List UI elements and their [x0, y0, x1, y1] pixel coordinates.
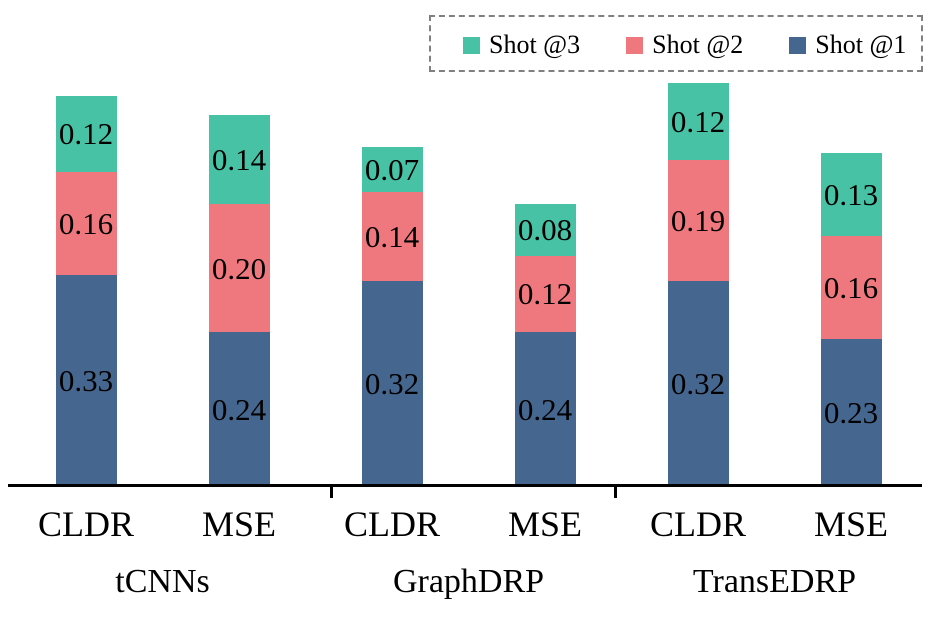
- bar: 0.12 0.19 0.32: [667, 82, 729, 486]
- bar-value-label: 0.14: [211, 142, 267, 178]
- bar-value-label: 0.08: [517, 212, 573, 248]
- bar-segment-shot2: 0.16: [55, 172, 117, 275]
- legend-item-shot2: Shot @2: [626, 32, 743, 58]
- bar: 0.08 0.12 0.24: [514, 204, 576, 486]
- bar-value-label: 0.23: [823, 394, 879, 430]
- bar-value-label: 0.32: [670, 366, 726, 402]
- group-label: tCNNs: [115, 563, 210, 600]
- bar-value-label: 0.12: [670, 103, 726, 139]
- x-tick-label: MSE: [507, 504, 583, 544]
- bar-segment-shot1: 0.33: [55, 274, 117, 486]
- bar-value-label: 0.33: [58, 362, 114, 398]
- bar: 0.07 0.14 0.32: [361, 146, 423, 486]
- bar-segment-shot3: 0.14: [208, 114, 270, 205]
- x-tick-label: MSE: [813, 504, 889, 544]
- legend: Shot @3 Shot @2 Shot @1: [429, 15, 923, 72]
- bar-segment-shot2: 0.12: [514, 255, 576, 333]
- bar-segment-shot3: 0.12: [55, 95, 117, 173]
- bar-segment-shot1: 0.24: [514, 332, 576, 486]
- bar-segment-shot3: 0.07: [361, 146, 423, 192]
- axis-tick: [330, 487, 333, 498]
- legend-label-shot1: Shot @1: [815, 30, 907, 59]
- bar-value-label: 0.20: [211, 250, 267, 286]
- bar-value-label: 0.19: [670, 202, 726, 238]
- x-tick-label: MSE: [201, 504, 277, 544]
- bar-segment-shot2: 0.20: [208, 204, 270, 333]
- bar-value-label: 0.24: [211, 391, 267, 427]
- bar-value-label: 0.32: [364, 366, 420, 402]
- legend-label-shot2: Shot @2: [652, 30, 744, 59]
- bar-segment-shot1: 0.24: [208, 332, 270, 486]
- legend-label-shot3: Shot @3: [489, 30, 581, 59]
- legend-item-shot3: Shot @3: [463, 32, 580, 58]
- bar-value-label: 0.12: [58, 116, 114, 152]
- legend-item-shot1: Shot @1: [789, 32, 906, 58]
- bar-segment-shot2: 0.19: [667, 159, 729, 282]
- bar-segment-shot3: 0.08: [514, 204, 576, 256]
- bar: 0.13 0.16 0.23: [820, 153, 882, 486]
- bar-value-label: 0.13: [823, 177, 879, 213]
- group-label: GraphDRP: [392, 563, 545, 600]
- bar-segment-shot1: 0.32: [667, 281, 729, 486]
- x-tick-label: CLDR: [37, 504, 134, 544]
- bar: 0.14 0.20 0.24: [208, 114, 270, 486]
- bar-value-label: 0.24: [517, 391, 573, 427]
- bar: 0.12 0.16 0.33: [55, 95, 117, 486]
- bar-value-label: 0.16: [58, 206, 114, 242]
- legend-swatch-shot2-icon: [626, 36, 644, 54]
- x-axis-line: [8, 484, 922, 487]
- bar-segment-shot3: 0.13: [820, 153, 882, 237]
- bar-segment-shot1: 0.32: [361, 281, 423, 486]
- bar-segment-shot2: 0.14: [361, 191, 423, 282]
- bar-value-label: 0.07: [364, 151, 420, 187]
- bar-value-label: 0.16: [823, 270, 879, 306]
- bar-segment-shot2: 0.16: [820, 236, 882, 339]
- legend-swatch-shot1-icon: [789, 36, 807, 54]
- bar-segment-shot3: 0.12: [667, 82, 729, 160]
- bar-segment-shot1: 0.23: [820, 338, 882, 486]
- x-tick-label: CLDR: [649, 504, 746, 544]
- axis-tick: [614, 487, 617, 498]
- legend-swatch-shot3-icon: [463, 36, 480, 54]
- group-label: TransEDRP: [692, 563, 857, 600]
- x-tick-label: CLDR: [343, 504, 440, 544]
- bar-value-label: 0.14: [364, 218, 420, 254]
- bar-value-label: 0.12: [517, 276, 573, 312]
